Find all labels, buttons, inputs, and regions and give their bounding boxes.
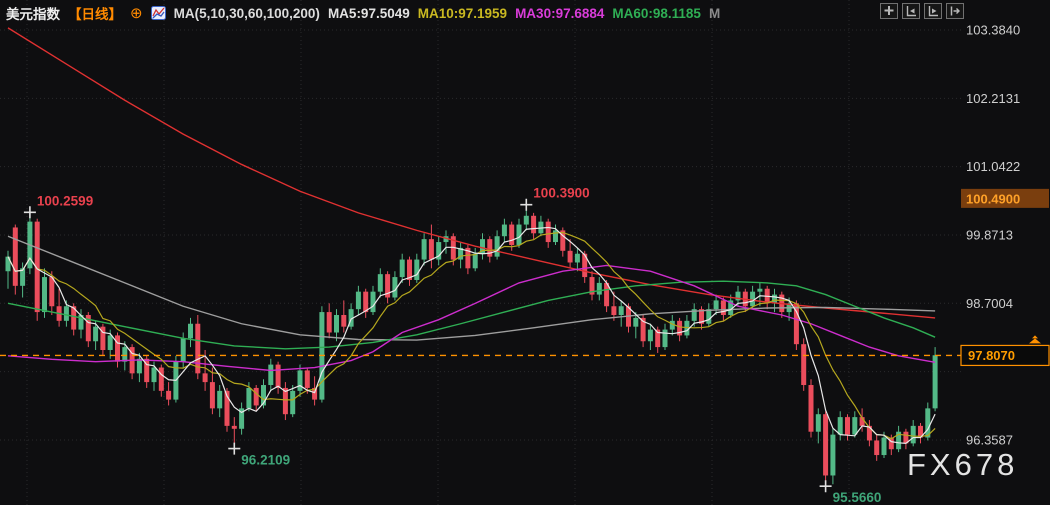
ma30-value: MA30:97.6884 (515, 5, 605, 21)
move-icon-glyph (884, 6, 894, 15)
ma60-value: MA60:98.1185 (612, 5, 701, 21)
svg-text:102.2131: 102.2131 (966, 91, 1020, 106)
svg-text:99.8713: 99.8713 (966, 227, 1013, 242)
svg-text:103.3840: 103.3840 (966, 22, 1020, 37)
axis-scroll-right-icon[interactable] (924, 3, 942, 19)
svg-text:100.4900: 100.4900 (966, 191, 1020, 206)
svg-text:101.0422: 101.0422 (966, 159, 1020, 174)
chart-header: 美元指数 【日线】 ⊕ MA(5,10,30,60,100,200) MA5:9… (6, 3, 720, 23)
axis-scroll-left-icon-glyph (906, 6, 916, 17)
watermark: FX678 (907, 447, 1019, 482)
svg-text:98.7004: 98.7004 (966, 296, 1013, 311)
svg-text:100.2599: 100.2599 (37, 193, 93, 208)
svg-text:95.5660: 95.5660 (833, 490, 882, 505)
ma5-value: MA5:97.5049 (327, 5, 410, 21)
ma100-value-truncated: M (708, 5, 721, 21)
indicator-icon[interactable] (150, 6, 166, 20)
shift-right-icon[interactable] (946, 3, 964, 19)
svg-text:96.3587: 96.3587 (966, 432, 1013, 447)
shift-right-icon-glyph (950, 6, 960, 16)
period-label: 【日线】 (68, 7, 122, 22)
svg-text:97.8070: 97.8070 (968, 348, 1015, 363)
ma-settings-label: MA(5,10,30,60,100,200) (173, 5, 320, 21)
ma-indicator-icon-glyph (150, 6, 166, 20)
symbol-name: 美元指数 (6, 7, 60, 22)
ma10-value: MA10:97.1959 (417, 5, 508, 21)
svg-text:100.3900: 100.3900 (533, 186, 589, 201)
svg-text:96.2109: 96.2109 (241, 453, 290, 468)
move-icon[interactable] (880, 3, 898, 19)
axis-scroll-left-icon[interactable] (902, 3, 920, 19)
crosshair-toggle-icon[interactable]: ⊕ (130, 4, 143, 22)
axis-scroll-right-icon-glyph (928, 6, 938, 17)
chart-toolbar (880, 3, 964, 19)
